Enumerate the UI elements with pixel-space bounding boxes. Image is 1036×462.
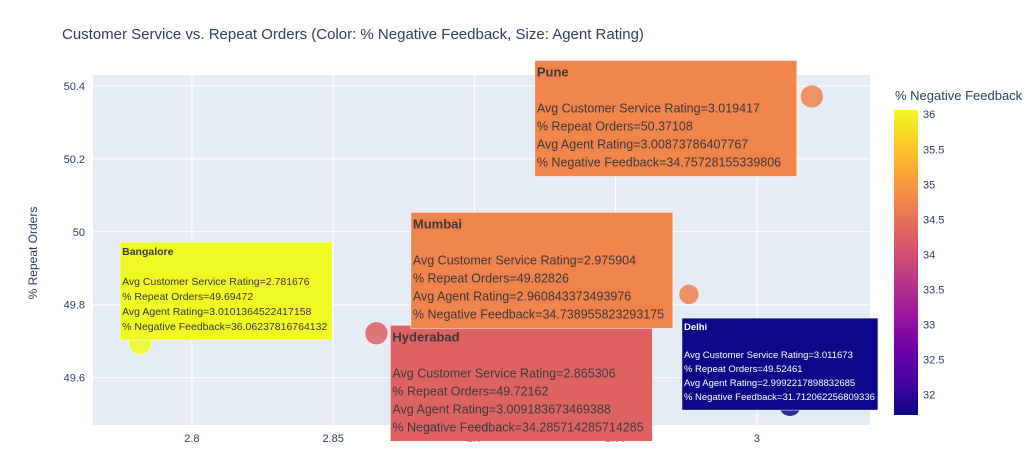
chart-title: Customer Service vs. Repeat Orders (Colo…: [62, 26, 644, 43]
hover-label-line: % Repeat Orders=49.69472: [122, 291, 253, 303]
hover-label-line: % Repeat Orders=49.52461: [684, 364, 803, 375]
hover-label-line: % Repeat Orders=50.37108: [537, 119, 693, 133]
x-tick-label: 2.85: [322, 433, 343, 445]
y-tick-label: 50.2: [64, 154, 85, 166]
hover-label-line: Avg Agent Rating=2.9992217898832685: [684, 378, 855, 389]
y-axis-title: % Repeat Orders: [26, 207, 40, 300]
hover-label-line: Avg Customer Service Rating=3.011673: [684, 350, 853, 361]
marker-hyderabad[interactable]: [364, 321, 389, 345]
colorbar-tick-label: 33: [923, 320, 935, 332]
hover-labels: Bangalore Avg Customer Service Rating=2.7…: [119, 60, 879, 442]
colorbar-tick-label: 34: [923, 249, 935, 261]
colorbar-tick-label: 35: [923, 179, 935, 191]
y-tick-label: 49.6: [64, 373, 85, 385]
hover-label-line: Avg Agent Rating=3.00873786407767: [537, 137, 748, 151]
hover-label-delhi: Delhi Avg Customer Service Rating=3.01167…: [681, 317, 879, 411]
hover-label-hyderabad: Hyderabad Avg Customer Service Rating=2.8…: [390, 325, 653, 442]
colorbar-tick-label: 32: [923, 390, 935, 402]
colorbar: [894, 110, 918, 415]
x-tick-label: 2.8: [184, 433, 199, 445]
hover-label-line: Avg Agent Rating=2.960843373493976: [413, 289, 631, 303]
hover-label-line: Avg Customer Service Rating=2.781676: [122, 276, 310, 288]
colorbar-tick-label: 36: [923, 109, 935, 121]
hover-label-line: Avg Customer Service Rating=2.865306: [392, 366, 615, 380]
hover-label-bangalore: Bangalore Avg Customer Service Rating=2.7…: [119, 241, 333, 341]
y-tick-label: 49.8: [64, 300, 85, 312]
hover-label-city: Hyderabad: [392, 329, 459, 344]
hover-label-line: Avg Customer Service Rating=3.019417: [537, 101, 760, 115]
marker-mumbai[interactable]: [678, 284, 700, 305]
hover-label-line: % Repeat Orders=49.82826: [413, 271, 569, 285]
hover-label-line: % Negative Feedback=34.285714285714285: [392, 420, 643, 434]
y-tick-label: 50.4: [64, 81, 85, 93]
colorbar-tick-label: 34.5: [923, 214, 944, 226]
hover-label-line: % Negative Feedback=34.75728155339806: [537, 155, 781, 169]
hover-label-city: Bangalore: [122, 246, 174, 258]
hover-label-line: % Repeat Orders=49.72162: [392, 384, 548, 398]
y-tick-label: 50: [73, 227, 85, 239]
hover-label-city: Pune: [537, 64, 569, 79]
hover-label-city: Delhi: [684, 322, 707, 333]
colorbar-tick-label: 35.5: [923, 144, 944, 156]
hover-label-line: % Negative Feedback=36.06237816764132: [122, 321, 327, 333]
colorbar-tick-label: 32.5: [923, 355, 944, 367]
y-axis-ticks: 49.6 49.8 50 50.2 50.4: [64, 81, 85, 385]
colorbar-title: % Negative Feedback: [895, 88, 1023, 103]
x-tick-label: 3: [754, 433, 760, 445]
hover-label-line: Avg Agent Rating=3.009183673469388: [392, 402, 610, 416]
hover-label-line: Avg Customer Service Rating=2.975904: [413, 253, 636, 267]
hover-label-pune: Pune Avg Customer Service Rating=3.019417…: [534, 60, 798, 177]
colorbar-ticks: 32 32.5 33 33.5 34 34.5 35 35.5 36: [923, 109, 944, 401]
hover-label-mumbai: Mumbai Avg Customer Service Rating=2.9759…: [410, 212, 674, 329]
marker-pune[interactable]: [800, 84, 824, 109]
hover-label-line: % Negative Feedback=31.712062256809336: [684, 392, 875, 403]
hover-label-city: Mumbai: [413, 216, 462, 231]
hover-label-line: % Negative Feedback=34.738955823293175: [413, 307, 664, 321]
colorbar-tick-label: 33.5: [923, 284, 944, 296]
hover-label-line: Avg Agent Rating=3.0101364522417158: [122, 306, 311, 318]
